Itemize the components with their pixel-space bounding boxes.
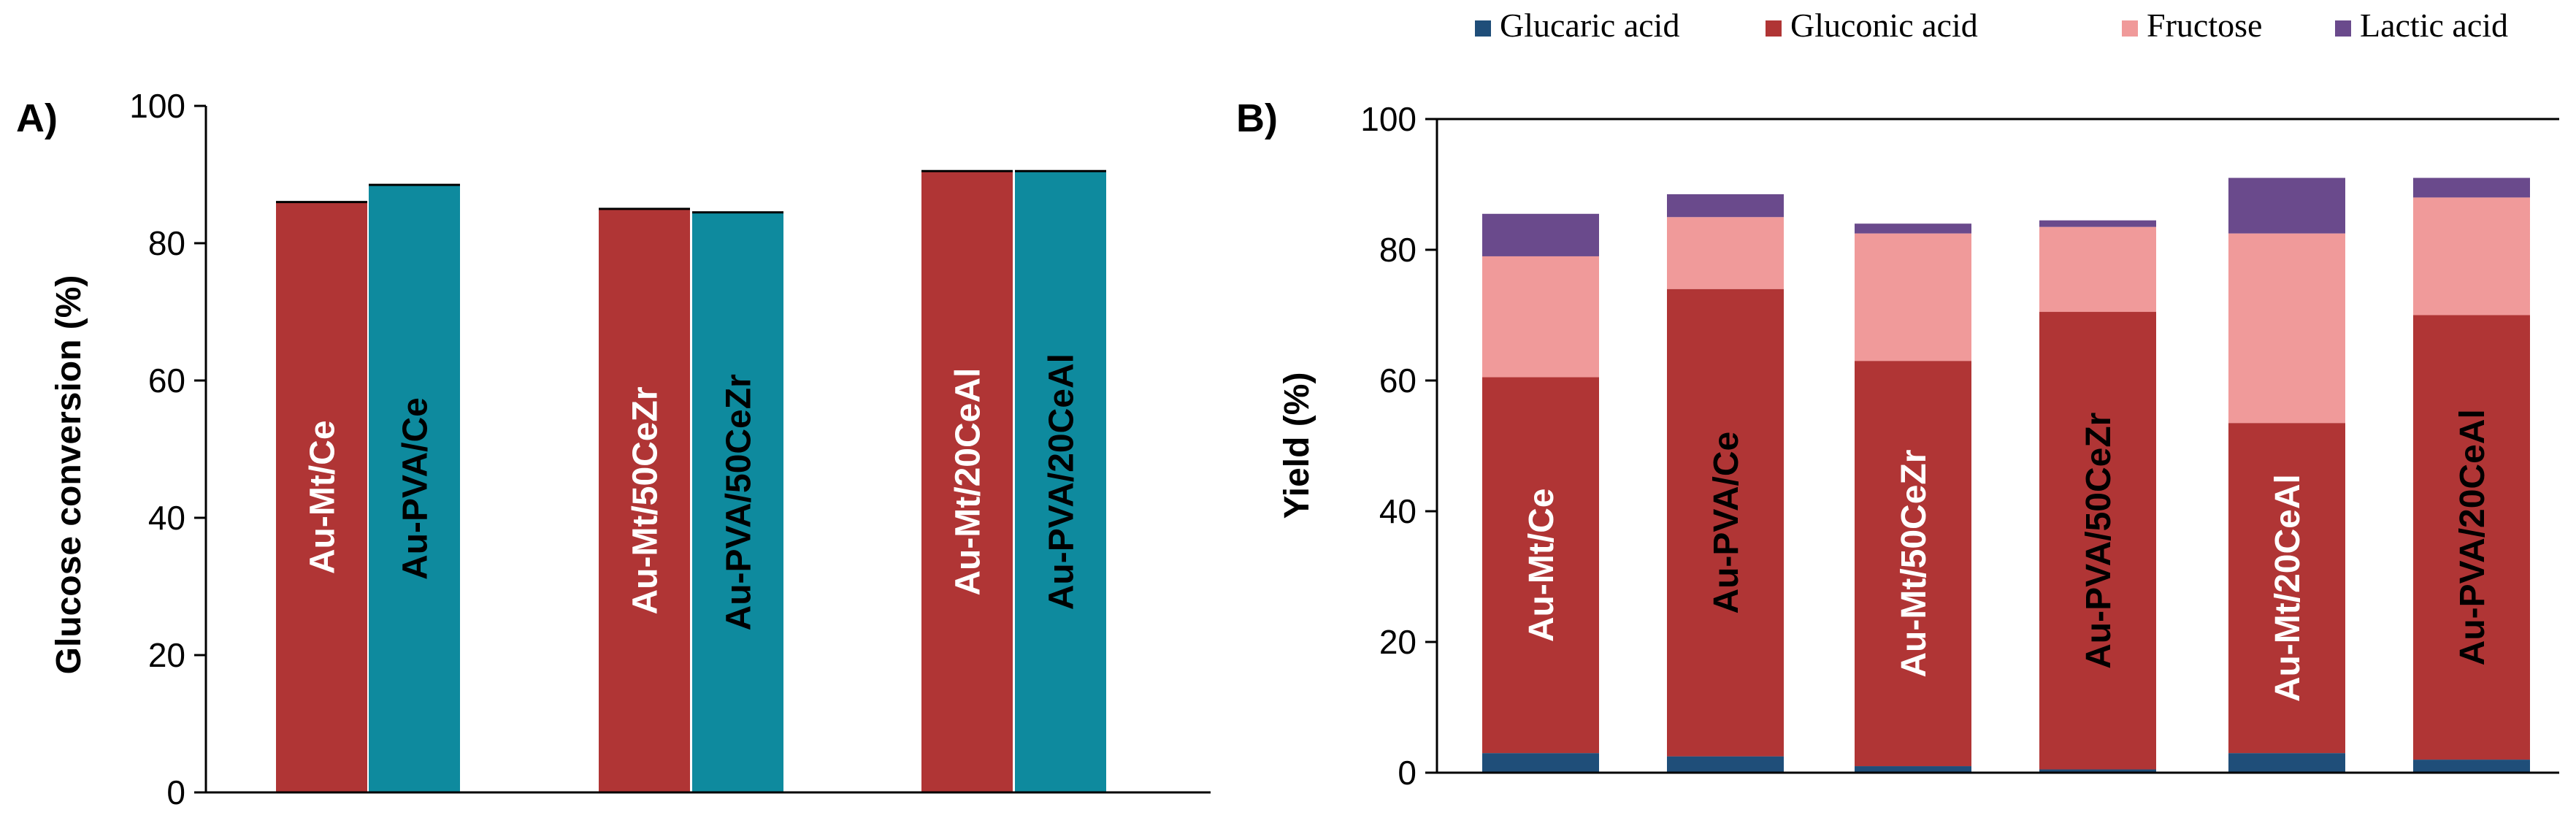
- panel-b-bar-segment: [2039, 226, 2156, 313]
- panel-b-bar-segment: [1855, 766, 1971, 773]
- panel-a-bars: Au-Mt/Ce Au-PVA/Ce Au-Mt/50CeZr Au-PVA/50Ce…: [276, 169, 1106, 793]
- panel-a-bar: [1015, 171, 1106, 793]
- panel-b-tick-label: 60: [1379, 362, 1417, 399]
- panel-b-chart: B) Yield (%) 0 20 40 60 80 100 Au-Mt/Ce Au-PVA…: [1236, 7, 2559, 792]
- legend-label: Gluconic acid: [1790, 7, 1978, 44]
- panel-b-bar-segment: [1855, 223, 1971, 234]
- panel-a-bar-label: Au-PVA/50CeZr: [720, 374, 759, 630]
- panel-b-bars: Au-Mt/Ce Au-PVA/Ce Au-Mt/50CeZr Au-PVA/50Ce…: [1482, 177, 2530, 773]
- panel-b-tick-label: 20: [1379, 623, 1417, 661]
- panel-b-tick-label: 0: [1398, 754, 1417, 792]
- panel-b-bar-segment: [2413, 315, 2530, 760]
- panel-b-bar-segment: [1667, 288, 1784, 757]
- panel-a-bar: [369, 185, 460, 793]
- panel-a-tick-label: 60: [148, 362, 185, 399]
- panel-b-y-ticks: 0 20 40 60 80 100: [1360, 100, 1437, 792]
- panel-b-bar-segment: [2228, 177, 2345, 234]
- panel-b-tick-label: 100: [1360, 100, 1417, 138]
- panel-b-legend: Glucaric acid Gluconic acid Fructose Lactic…: [1475, 7, 2508, 44]
- panel-b-bar-label: Au-Mt/50CeZr: [1895, 450, 1933, 678]
- panel-b-bar-segment: [2228, 753, 2345, 773]
- panel-b-bar-label: Au-Mt/Ce: [1522, 489, 1561, 643]
- panel-a-y-ticks: 0 20 40 60 80 100: [129, 87, 206, 811]
- panel-b-bar-segment: [2039, 769, 2156, 773]
- panel-b-bar-label: Au-PVA/20CeAl: [2453, 409, 2492, 665]
- panel-b-bar-segment: [2039, 220, 2156, 227]
- panel-b-bar-segment: [1482, 753, 1599, 773]
- panel-a-chart: A) Glucose conversion (%) 0 20 40 60 80 100 A…: [16, 87, 1211, 811]
- panel-b-bar-segment: [1855, 361, 1971, 767]
- panel-b-bar-segment: [2413, 197, 2530, 316]
- panel-b-label: B): [1236, 96, 1278, 140]
- panel-b-bar-segment: [2413, 177, 2530, 198]
- panel-b-bar-segment: [1482, 377, 1599, 754]
- panel-b-bar-segment: [1667, 217, 1784, 289]
- panel-a-ylabel: Glucose conversion (%): [50, 275, 88, 675]
- panel-a-tick-label: 100: [129, 87, 185, 125]
- panel-b-bar-segment: [1482, 213, 1599, 256]
- panel-a-bar: [599, 209, 690, 792]
- legend-entry: Lactic acid: [2335, 7, 2508, 44]
- panel-b-tick-label: 40: [1379, 492, 1417, 530]
- legend-swatch: [1766, 20, 1782, 37]
- panel-b-bar-segment: [1855, 233, 1971, 362]
- panel-b-bar-segment: [2039, 312, 2156, 770]
- panel-a-bar-label: Au-PVA/Ce: [396, 397, 435, 580]
- legend-swatch: [2335, 20, 2351, 37]
- panel-b-bar-segment: [2413, 760, 2530, 773]
- panel-a-tick-label: 20: [148, 636, 185, 674]
- panel-b-bar-segment: [1667, 756, 1784, 773]
- panel-b-bar-label: Au-PVA/Ce: [1707, 432, 1746, 614]
- panel-a-bar: [692, 212, 783, 792]
- panel-b-bar-label: Au-Mt/20CeAl: [2269, 474, 2307, 702]
- panel-a-bar-label: Au-Mt/20CeAl: [949, 368, 988, 596]
- panel-b-bar-segment: [2228, 233, 2345, 424]
- panel-a-label: A): [16, 96, 58, 140]
- legend-label: Lactic acid: [2360, 7, 2508, 44]
- panel-b-ylabel: Yield (%): [1278, 372, 1316, 519]
- legend-swatch: [1475, 20, 1491, 37]
- legend-entry: Glucaric acid: [1475, 7, 1679, 44]
- panel-a-bar-label: Au-Mt/Ce: [304, 420, 342, 574]
- panel-a-bar: [921, 171, 1013, 793]
- panel-a-tick-label: 0: [166, 773, 185, 811]
- panel-b-tick-label: 80: [1379, 231, 1417, 269]
- legend-swatch: [2122, 20, 2138, 37]
- panel-a-bar-label: Au-Mt/50CeZr: [626, 386, 665, 614]
- legend-entry: Gluconic acid: [1766, 7, 1978, 44]
- legend-entry: Fructose: [2122, 7, 2262, 44]
- legend-label: Fructose: [2147, 7, 2262, 44]
- panel-a-tick-label: 80: [148, 224, 185, 262]
- panel-a-bar-label: Au-PVA/20CeAl: [1043, 353, 1081, 610]
- panel-b-bar-segment: [1667, 194, 1784, 218]
- panel-b-bar-segment: [2228, 423, 2345, 754]
- panel-a-tick-label: 40: [148, 499, 185, 537]
- panel-a-bar: [276, 202, 367, 793]
- panel-b-bar-segment: [1482, 256, 1599, 378]
- panel-b-bar-label: Au-PVA/50CeZr: [2079, 413, 2118, 669]
- legend-label: Glucaric acid: [1500, 7, 1679, 44]
